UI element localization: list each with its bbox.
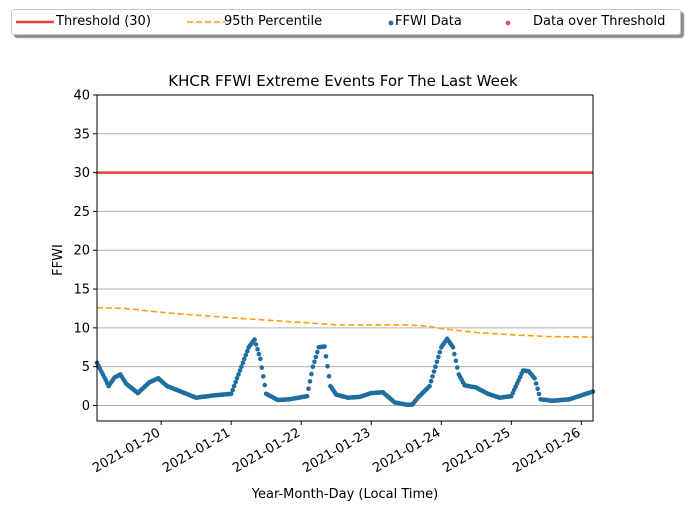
y-tick-label: 30 <box>73 166 90 181</box>
ffwi-data-point <box>430 374 435 379</box>
ffwi-data-point <box>252 337 257 342</box>
ffwi-data-point <box>306 386 311 392</box>
ffwi-data-point <box>312 359 317 365</box>
ffwi-data-point <box>233 379 238 385</box>
percentile-line <box>96 306 594 338</box>
ffwi-data-point <box>307 379 313 384</box>
x-axis-label: Year-Month-Day (Local Time) <box>251 487 438 502</box>
ffwi-data-point <box>322 344 327 349</box>
over-threshold-legend-swatch <box>505 20 511 26</box>
ffwi-data-point <box>535 386 540 392</box>
ffwi-data-point <box>259 365 265 370</box>
x-tick-label: 2021-01-20 <box>90 425 163 476</box>
y-tick-label: 10 <box>73 321 90 336</box>
ffwi-data-point <box>433 364 438 370</box>
ffwi-data-point <box>236 372 241 377</box>
x-tick-label: 2021-01-26 <box>510 425 583 476</box>
ffwi-data-point <box>231 383 237 389</box>
y-tick-label: 35 <box>73 127 90 142</box>
ffwi-data-point <box>536 391 542 397</box>
ffwi-data-point <box>228 391 234 397</box>
chart-title: KHCR FFWI Extreme Events For The Last We… <box>168 72 518 90</box>
ffwi-data-point <box>450 345 456 350</box>
ffwi-data-point <box>436 354 441 360</box>
y-axis-label: FFWI <box>51 244 66 276</box>
grid-lines <box>97 94 593 406</box>
y-tick-label: 25 <box>73 205 90 220</box>
ffwi-legend-swatch <box>388 20 394 26</box>
axis-ticks: 05101520253035402021-01-202021-01-212021… <box>73 89 583 477</box>
ffwi-data-point <box>237 368 243 373</box>
ffwi-data-point <box>258 356 263 362</box>
ffwi-data-point <box>315 349 320 355</box>
ffwi-data-point <box>230 387 235 393</box>
ffwi-data-point <box>428 378 434 384</box>
ffwi-data-point <box>455 365 460 370</box>
ffwi-data-point <box>261 374 266 379</box>
ffwi-data-point <box>533 381 539 386</box>
ffwi-data-point <box>313 354 319 360</box>
ffwi-data-point <box>453 358 459 364</box>
threshold-legend-swatch <box>16 20 54 24</box>
ffwi-data-point <box>239 364 244 370</box>
plot-area-frame <box>96 94 594 422</box>
legend-ffwi-data: FFWI Data <box>395 14 462 29</box>
y-tick-label: 20 <box>73 244 90 259</box>
ffwi-data-point <box>427 383 432 389</box>
ffwi-data-point <box>304 393 310 399</box>
ffwi-data-point <box>245 348 250 354</box>
ffwi-data-point <box>234 376 240 381</box>
ffwi-data-point <box>532 376 537 381</box>
x-tick-label: 2021-01-21 <box>160 425 233 476</box>
ffwi-data-point <box>255 346 260 352</box>
x-tick-label: 2021-01-25 <box>440 425 513 476</box>
legend-data-over-threshold: Data over Threshold <box>533 14 666 29</box>
legend-95th-percentile: 95th Percentile <box>224 14 323 29</box>
y-tick-label: 40 <box>73 89 90 104</box>
x-tick-label: 2021-01-24 <box>370 425 443 476</box>
ffwi-data-point <box>325 364 330 369</box>
percentile-legend-swatch <box>187 21 225 23</box>
y-tick-label: 5 <box>82 360 90 375</box>
ffwi-data-point <box>434 359 440 365</box>
ffwi-data-point <box>243 352 249 358</box>
ffwi-data-point <box>437 349 443 355</box>
ffwi-data-point <box>326 373 332 379</box>
y-tick-label: 15 <box>73 283 90 298</box>
series-layer <box>94 171 596 408</box>
y-tick-label: 0 <box>82 399 90 414</box>
ffwi-data-point <box>431 369 437 374</box>
ffwi-data-point <box>242 356 247 362</box>
x-tick-label: 2021-01-23 <box>300 425 373 476</box>
legend: Threshold (30) 95th Percentile FFWI Data… <box>11 9 681 35</box>
x-tick-label: 2021-01-22 <box>230 425 303 476</box>
ffwi-data-point <box>323 354 329 359</box>
legend-threshold: Threshold (30) <box>56 14 151 29</box>
ffwi-data-point <box>240 360 246 366</box>
ffwi-data-point <box>452 351 457 357</box>
ffwi-data-point <box>262 382 268 388</box>
ffwi-data-point <box>256 351 262 357</box>
ffwi-data-point <box>310 364 316 370</box>
ffwi-data-point <box>309 371 314 377</box>
ffwi-data-point <box>253 342 259 347</box>
